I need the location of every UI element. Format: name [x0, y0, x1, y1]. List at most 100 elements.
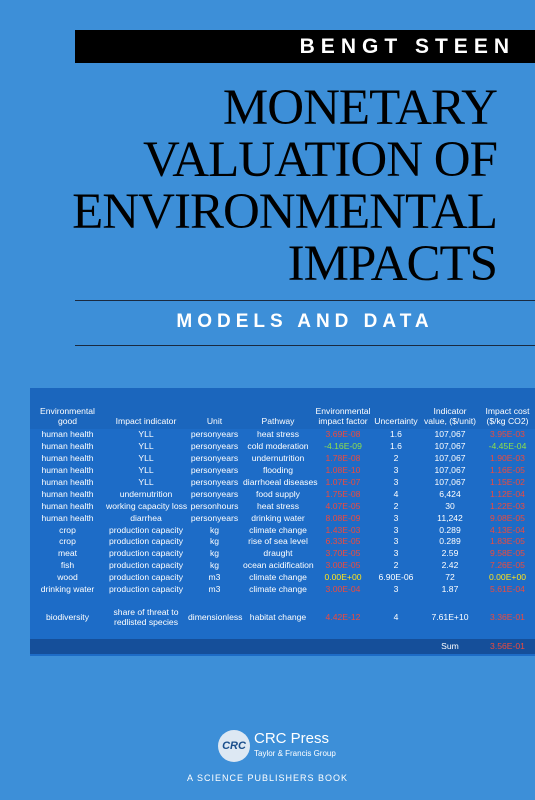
table-cell: YLL [138, 429, 154, 440]
table-cell: personyears [190, 441, 239, 452]
rule [75, 345, 535, 346]
column-header: Impact indicator [105, 388, 187, 429]
table-cell: human health [41, 453, 94, 464]
table-cell: 4 [393, 612, 399, 623]
table-cell: 3 [393, 512, 399, 523]
table-cell: 4.13E-04 [490, 524, 525, 535]
table-cell [105, 639, 187, 655]
table-cell: 0.289 [439, 524, 461, 535]
table-cell: diarrhoeal diseases [243, 477, 318, 487]
table-cell: 1.6 [390, 429, 402, 440]
table-cell: 1.43E-03 [325, 524, 361, 535]
table-row: human health YLL personyears cold moderatio… [30, 441, 535, 453]
table-cell: personyears [190, 465, 239, 476]
table-cell: 2 [393, 560, 399, 571]
table-cell: heat stress [256, 500, 300, 511]
table-cell: 107,067 [434, 453, 466, 464]
table-cell: wood [57, 572, 78, 583]
table-cell: 3 [393, 477, 399, 487]
table-cell: 3.00E-04 [325, 584, 361, 595]
table-cell: YLL [138, 477, 154, 487]
table-cell: ocean acidification [243, 560, 314, 571]
table-cell: m3 [208, 584, 221, 595]
table-cell: 1.83E-05 [490, 536, 525, 547]
title-line: ENVIRONMENTAL [72, 184, 498, 240]
table-cell: 6.90E-06 [378, 572, 414, 583]
table-cell: 3 [393, 584, 399, 595]
table-cell: fish [60, 560, 75, 571]
sum-label: Sum [420, 639, 480, 655]
table-cell: production capacity [108, 572, 184, 583]
author: BENGT STEEN [299, 35, 515, 58]
table-cell: 11,242 [437, 512, 463, 523]
title-line: MONETARY [222, 80, 498, 136]
table-cell: YLL [138, 465, 154, 476]
table-cell [30, 639, 105, 655]
table-cell: 0.00E+00 [488, 572, 527, 583]
table-cell: 1.12E-04 [490, 488, 525, 499]
table-row: crop production capacity kg rise of sea lev… [30, 536, 535, 548]
table-cell: personyears [190, 512, 239, 523]
table-row: biodiversity share of threat to redlisted… [30, 595, 535, 639]
table-cell: meat [57, 548, 78, 559]
table-cell: production capacity [108, 524, 184, 535]
table-cell: 2 [393, 453, 399, 464]
table-cell: 8.08E-09 [325, 512, 361, 523]
table-cell: 107,067 [434, 441, 466, 452]
table-cell: 72 [445, 572, 455, 583]
table-cell: 4 [393, 488, 399, 499]
table-row: human health YLL personyears flooding 1.08E-… [30, 465, 535, 477]
imprint: A SCIENCE PUBLISHERS BOOK [186, 773, 349, 783]
table-cell: YLL [138, 453, 154, 464]
column-header: Indicator value, ($/unit) [420, 388, 480, 429]
table-cell: 3.95E-03 [490, 429, 525, 440]
table-cell: climate change [249, 572, 307, 583]
publisher-group: Taylor & Francis Group [254, 749, 336, 758]
table-cell: crop [59, 524, 76, 535]
column-header: Unit [187, 388, 242, 429]
table-cell: 4.07E-05 [325, 500, 361, 511]
table-cell [187, 639, 242, 655]
table-cell: heat stress [256, 429, 300, 440]
table-cell [242, 639, 314, 655]
title-line: IMPACTS [287, 236, 498, 292]
table-cell: 1.16E-05 [490, 465, 525, 476]
table-cell: 1.22E-03 [490, 500, 525, 511]
table-cell: 6,424 [439, 488, 461, 499]
table-cell: working capacity loss [106, 500, 188, 511]
table-cell: 3 [393, 465, 399, 476]
table-cell: human health [41, 512, 94, 523]
table-cell: 1.75E-08 [325, 488, 361, 499]
table-cell: food supply [256, 488, 300, 499]
table-cell: 1.15E-02 [490, 477, 525, 487]
table-cell: crop [59, 536, 76, 547]
table-cell: 0.00E+00 [324, 572, 362, 583]
table-cell: rise of sea level [248, 536, 308, 547]
column-header: Environmental good [30, 388, 105, 429]
table-cell: habitat change [249, 612, 307, 623]
publisher-name: CRC Press [254, 730, 330, 747]
table-cell: human health [41, 500, 94, 511]
table-cell: biodiversity [46, 612, 89, 623]
author-bar [75, 30, 535, 63]
title: MONETARY VALUATION OF ENVIRONMENTAL IMPACTS [72, 80, 498, 292]
table-cell: diarrhea [130, 512, 162, 523]
title-line: VALUATION OF [143, 132, 498, 188]
table-cell: human health [41, 429, 94, 440]
table-cell: personyears [190, 453, 239, 464]
table-cell: climate change [249, 524, 307, 535]
table-cell: 5.61E-04 [490, 584, 525, 595]
table-row: human health diarrhea personyears drinking … [30, 512, 535, 524]
table-cell: human health [41, 477, 94, 487]
table-cell: -4.16E-09 [324, 441, 362, 452]
table-cell: 4.42E-12 [325, 612, 361, 623]
table-cell: 107,067 [434, 477, 466, 487]
table-cell: 9.58E-05 [490, 548, 525, 559]
table-cell: flooding [262, 465, 294, 476]
subtitle: MODELS AND DATA [176, 311, 434, 332]
table-cell [314, 639, 372, 655]
table-cell: personyears [190, 488, 239, 499]
table-cell: 3 [393, 548, 399, 559]
table-cell: 7.26E-05 [490, 560, 525, 571]
table-row: wood production capacity m3 climate change 0… [30, 572, 535, 584]
